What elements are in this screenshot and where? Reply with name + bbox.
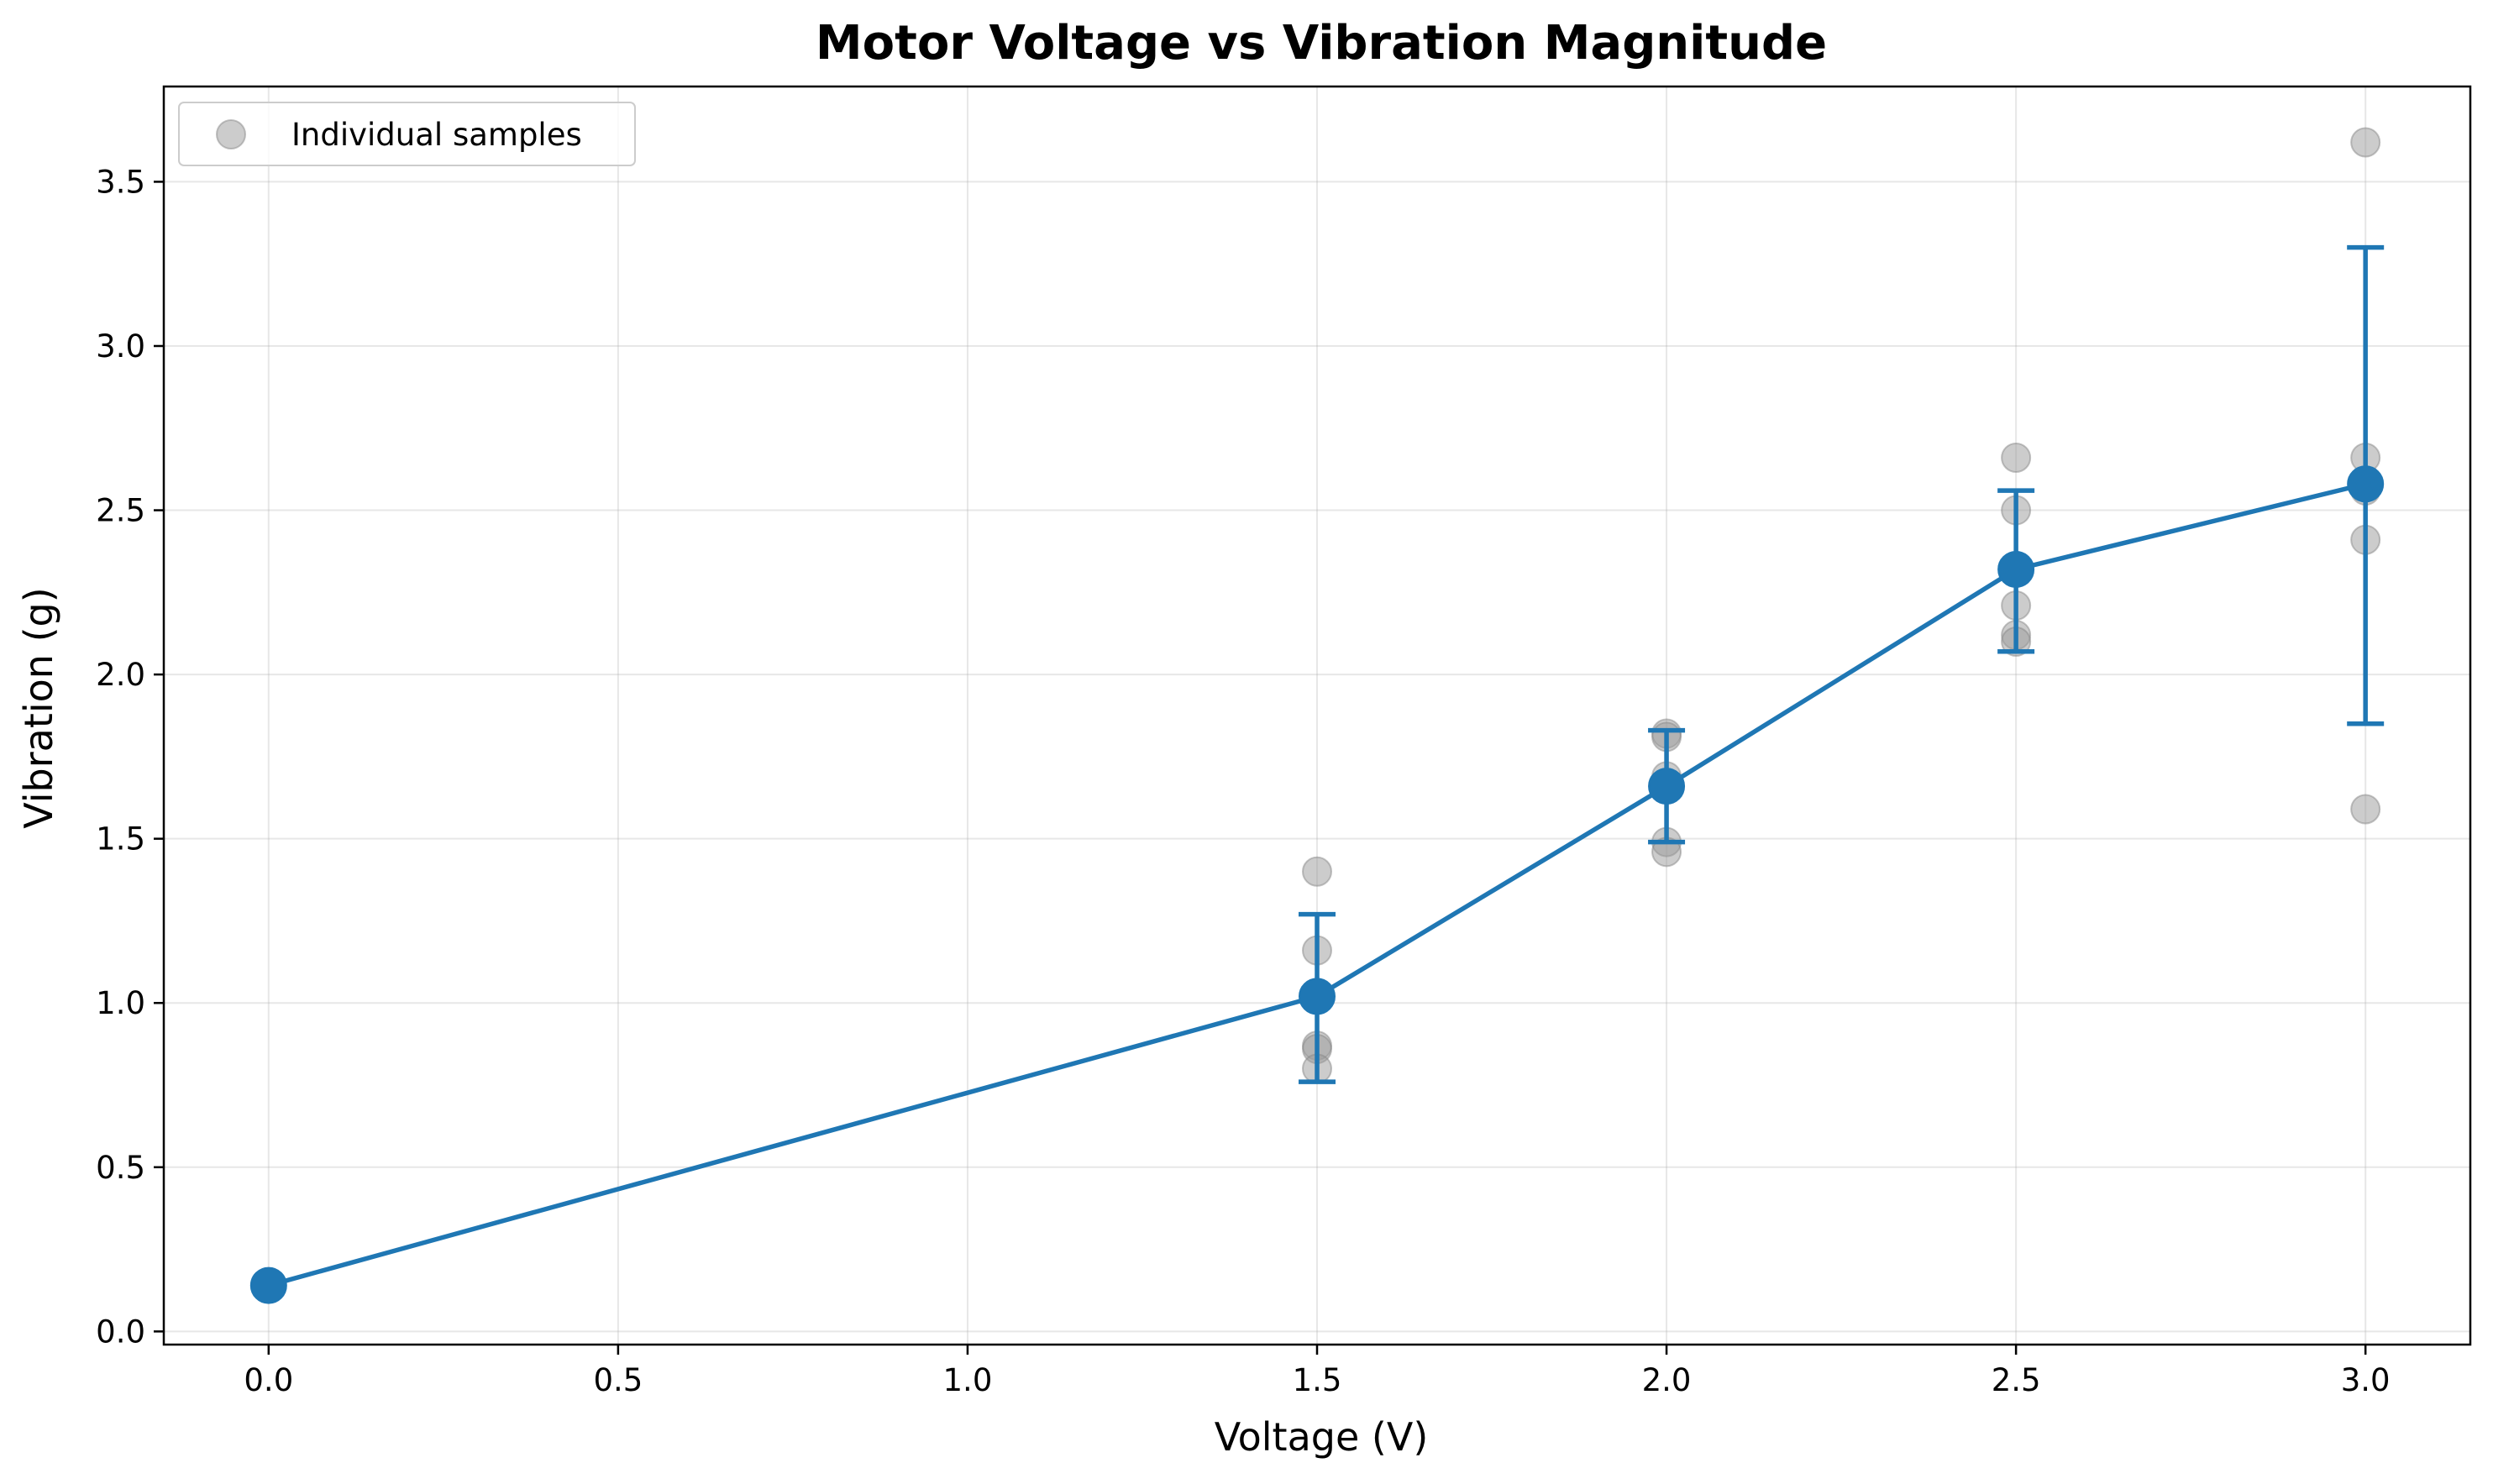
x-tick-label: 0.5 [593, 1362, 643, 1398]
sample-point [2001, 442, 2032, 473]
grid [164, 87, 2470, 1345]
x-tick-label: 2.0 [1642, 1362, 1692, 1398]
mean-point [1997, 550, 2035, 588]
legend: Individual samples [178, 102, 636, 166]
sample-point [2350, 127, 2381, 158]
y-tick-label: 3.5 [96, 164, 145, 200]
sample-point [1302, 856, 1332, 887]
x-tick-label: 0.0 [244, 1362, 293, 1398]
y-tick-label: 2.0 [96, 657, 145, 693]
y-tick-label: 0.5 [96, 1150, 145, 1186]
mean-point [1648, 768, 1686, 805]
y-tick-label: 0.0 [96, 1314, 145, 1350]
chart-title: Motor Voltage vs Vibration Magnitude [816, 16, 1827, 71]
y-tick-label: 1.5 [96, 821, 145, 857]
y-tick-label: 1.0 [96, 985, 145, 1021]
axis-ticks: 0.0 0.5 1.0 1.5 2.0 2.5 3.0 0.0 0.5 1.0 1.5 2.0 2.5 3… [96, 164, 2390, 1398]
x-tick-label: 3.0 [2341, 1362, 2391, 1398]
legend-marker [216, 119, 246, 149]
mean-point [249, 1266, 287, 1304]
x-axis-label: Voltage (V) [1215, 1414, 1429, 1460]
legend-box [178, 102, 636, 166]
y-tick-label: 3.0 [96, 328, 145, 364]
x-tick-label: 1.0 [943, 1362, 993, 1398]
sample-points [1302, 127, 2381, 1084]
mean-series [249, 244, 2385, 1304]
sample-point [2350, 794, 2381, 825]
y-axis-label: Vibration (g) [16, 587, 61, 828]
y-tick-label: 2.5 [96, 493, 145, 529]
mean-point [1299, 978, 1336, 1015]
legend-label: Individual samples [291, 117, 582, 153]
x-tick-label: 1.5 [1293, 1362, 1342, 1398]
x-tick-label: 2.5 [1992, 1362, 2041, 1398]
mean-point [2347, 465, 2385, 503]
